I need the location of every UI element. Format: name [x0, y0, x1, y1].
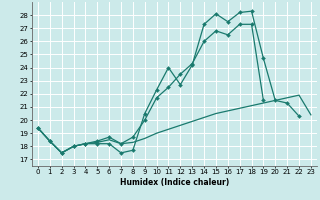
X-axis label: Humidex (Indice chaleur): Humidex (Indice chaleur): [120, 178, 229, 187]
